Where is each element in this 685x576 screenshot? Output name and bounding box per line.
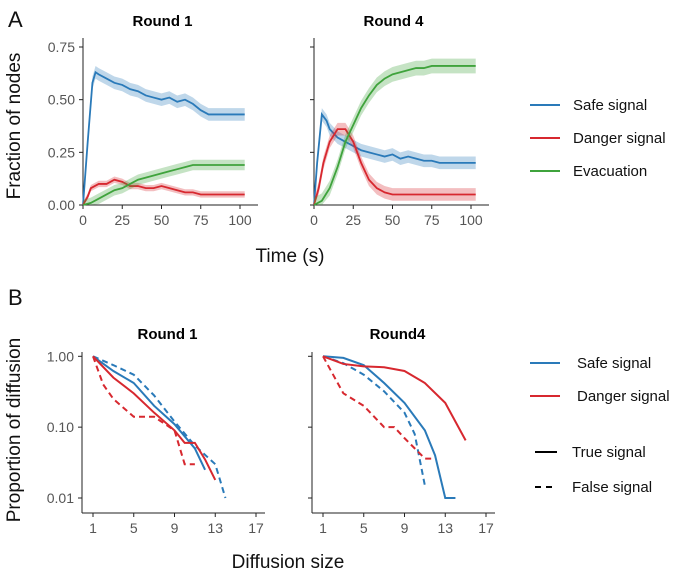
legend-label-safe-signal: Safe signal: [573, 97, 647, 114]
x-tick-label: 17: [248, 520, 264, 536]
legend-a: Safe signal Danger signal Evacuation: [530, 97, 666, 180]
facet-title: Round 4: [364, 13, 425, 30]
line-danger-signal: [82, 178, 245, 206]
line-evacuation: [313, 65, 476, 206]
panel-label-a: A: [8, 7, 23, 32]
x-tick-label: 100: [459, 212, 483, 228]
x-tick-label: 0: [310, 212, 318, 228]
x-axis-label-a: Time (s): [256, 246, 325, 267]
legend-label-danger-signal: Danger signal: [573, 130, 666, 147]
ci-band-safe-signal: [83, 65, 245, 206]
y-tick-label: 0.00: [48, 197, 75, 213]
x-tick-label: 0: [79, 212, 87, 228]
panel-a-facet-2: Round 4 0 25 50 75 100: [310, 13, 489, 228]
y-tick-label: 0.01: [47, 490, 74, 506]
x-tick-label: 50: [154, 212, 170, 228]
x-tick-label: 25: [114, 212, 130, 228]
facet-title: Round4: [370, 326, 426, 343]
x-tick-label: 75: [193, 212, 209, 228]
x-tick-label: 9: [401, 520, 409, 536]
x-tick-label: 1: [319, 520, 327, 536]
y-axis-label-a: Fraction of nodes: [4, 53, 25, 200]
x-tick-label: 9: [171, 520, 179, 536]
panel-b-facet-2: Round4 1 5 9 13 17: [308, 326, 495, 536]
line-safe-signal-true-signal: [322, 355, 456, 499]
ci-band-danger-signal: [83, 176, 245, 205]
line-evacuation: [82, 164, 245, 206]
line-safe-signal-false-signal: [322, 355, 426, 486]
facet-title: Round 1: [133, 13, 193, 30]
line-safe-signal: [313, 112, 476, 206]
x-tick-label: 17: [478, 520, 494, 536]
line-danger-signal-false-signal: [92, 355, 195, 466]
y-axis-label-b: Proportion of diffusion: [4, 338, 25, 523]
line-safe-signal-false-signal: [92, 355, 227, 499]
panel-label-b: B: [8, 285, 23, 310]
panel-a-facet-1: Round 1 0 25 50 75 100 0.00 0.25 0.50 0.75: [48, 13, 258, 228]
x-tick-label: 100: [228, 212, 252, 228]
line-danger-signal-true-signal: [92, 355, 217, 481]
x-tick-label: 1: [89, 520, 97, 536]
y-tick-label: 0.75: [48, 39, 75, 55]
panel-b-facet-1: Round 1 1 5 9 13 17 1.00 0.10 0.01: [47, 326, 265, 536]
legend-label-danger-signal: Danger signal: [577, 388, 670, 405]
x-tick-label: 75: [424, 212, 440, 228]
ci-band-evacuation: [314, 58, 476, 205]
x-tick-label: 13: [437, 520, 453, 536]
legend-label-evacuation: Evacuation: [573, 163, 647, 180]
x-tick-label: 5: [360, 520, 368, 536]
x-tick-label: 50: [385, 212, 401, 228]
legend-b: Safe signal Danger signal True signal False…: [530, 355, 670, 496]
legend-label-true-signal: True signal: [572, 444, 646, 461]
line-safe-signal-true-signal: [92, 355, 206, 471]
legend-label-safe-signal: Safe signal: [577, 355, 651, 372]
line-danger-signal-false-signal: [322, 355, 436, 460]
x-tick-label: 5: [130, 520, 138, 536]
x-tick-label: 25: [345, 212, 361, 228]
y-tick-label: 1.00: [47, 348, 74, 364]
line-danger-signal-true-signal: [322, 355, 467, 441]
facet-title: Round 1: [138, 326, 198, 343]
x-tick-label: 13: [207, 520, 223, 536]
y-tick-label: 0.50: [48, 92, 75, 108]
legend-label-false-signal: False signal: [572, 479, 652, 496]
line-danger-signal: [313, 128, 476, 206]
line-safe-signal: [82, 70, 245, 206]
y-tick-label: 0.10: [47, 419, 74, 435]
y-tick-label: 0.25: [48, 144, 75, 160]
x-axis-label-b: Diffusion size: [232, 552, 345, 571]
